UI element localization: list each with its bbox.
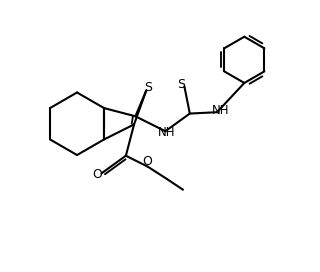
Text: NH: NH — [158, 126, 175, 139]
Text: S: S — [144, 81, 152, 94]
Text: O: O — [92, 168, 102, 181]
Text: S: S — [177, 79, 185, 91]
Text: NH: NH — [212, 104, 229, 117]
Text: O: O — [143, 155, 153, 168]
